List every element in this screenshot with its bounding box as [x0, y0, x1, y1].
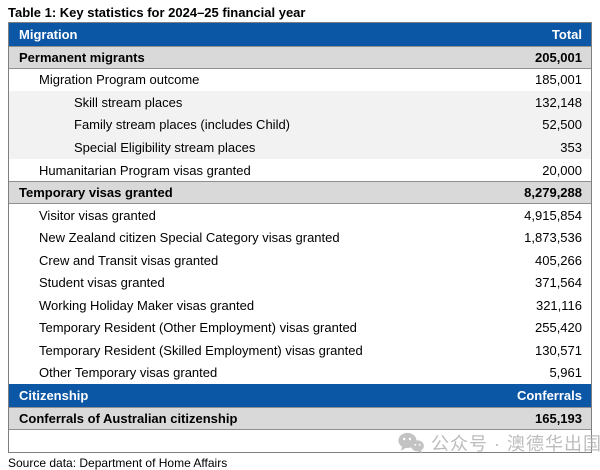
row-label: Other Temporary visas granted	[39, 365, 218, 381]
section-header-label: Migration	[19, 27, 78, 42]
table-row: Other Temporary visas granted 5,961	[9, 361, 591, 385]
table-row: Working Holiday Maker visas granted 321,1…	[9, 294, 591, 317]
row-label: Humanitarian Program visas granted	[39, 162, 251, 178]
row-label: Family stream places (includes Child)	[74, 117, 291, 133]
row-label: Temporary Resident (Other Employment) vi…	[39, 320, 357, 336]
table-row: Permanent migrants 205,001	[9, 46, 591, 69]
row-label: Crew and Transit visas granted	[39, 252, 219, 268]
row-value: 353	[560, 139, 582, 155]
row-label: Visitor visas granted	[39, 207, 156, 223]
row-value: 4,915,854	[524, 207, 582, 223]
table-row: Temporary visas granted 8,279,288	[9, 181, 591, 204]
wechat-icon	[398, 432, 424, 454]
section-header-row: Migration Total	[9, 23, 591, 46]
section-header-value-label: Conferrals	[516, 388, 582, 404]
table-row: Humanitarian Program visas granted 20,000	[9, 158, 591, 182]
table-row: Migration Program outcome 185,001	[9, 68, 591, 92]
table-row: Temporary Resident (Skilled Employment) …	[9, 339, 591, 362]
row-value: 130,571	[535, 342, 582, 358]
row-value: 20,000	[542, 162, 582, 178]
row-label: Working Holiday Maker visas granted	[39, 297, 255, 313]
section-header-label: Citizenship	[19, 388, 89, 404]
row-label: Student visas granted	[39, 275, 165, 291]
row-value: 255,420	[535, 320, 582, 336]
table-row: Conferrals of Australian citizenship 165,…	[9, 407, 591, 430]
statistics-table: Migration Total Permanent migrants 205,001 M…	[8, 22, 592, 453]
row-value: 8,279,288	[524, 185, 582, 201]
table-row: Student visas granted 371,564	[9, 271, 591, 295]
row-value: 1,873,536	[524, 230, 582, 246]
table-row: Temporary Resident (Other Employment) vi…	[9, 316, 591, 340]
row-label: Temporary Resident (Skilled Employment) …	[39, 342, 363, 358]
row-value: 52,500	[542, 117, 582, 133]
row-value: 405,266	[535, 252, 582, 268]
table-row: Visitor visas granted 4,915,854	[9, 203, 591, 227]
row-label: Conferrals of Australian citizenship	[19, 410, 238, 426]
row-value: 185,001	[535, 72, 582, 88]
row-label: Temporary visas granted	[19, 185, 173, 201]
row-label: Migration Program outcome	[39, 72, 200, 88]
row-label: Permanent migrants	[19, 49, 145, 65]
row-value: 165,193	[535, 410, 582, 426]
table-row: Skill stream places 132,148	[9, 91, 591, 114]
table-title: Table 1: Key statistics for 2024–25 fina…	[8, 5, 306, 20]
table-row: Crew and Transit visas granted 405,266	[9, 248, 591, 272]
source-note: Source data: Department of Home Affairs	[8, 456, 228, 470]
watermark-text: 公众号 · 澳德华出国	[431, 434, 600, 454]
table-row: Special Eligibility stream places 353	[9, 136, 591, 159]
table-row: Family stream places (includes Child) 52,…	[9, 113, 591, 137]
section-header-value-label: Total	[551, 27, 582, 42]
row-value: 321,116	[535, 297, 582, 313]
row-label: Special Eligibility stream places	[74, 139, 256, 155]
row-value: 132,148	[535, 94, 582, 110]
row-value: 205,001	[535, 49, 582, 65]
row-value: 5,961	[549, 365, 582, 381]
table-row: New Zealand citizen Special Category vis…	[9, 226, 591, 249]
row-label: Skill stream places	[74, 94, 183, 110]
section-header-row: Citizenship Conferrals	[9, 384, 591, 408]
watermark: 公众号 · 澳德华出国	[398, 430, 600, 456]
row-label: New Zealand citizen Special Category vis…	[39, 230, 340, 246]
row-value: 371,564	[535, 275, 582, 291]
